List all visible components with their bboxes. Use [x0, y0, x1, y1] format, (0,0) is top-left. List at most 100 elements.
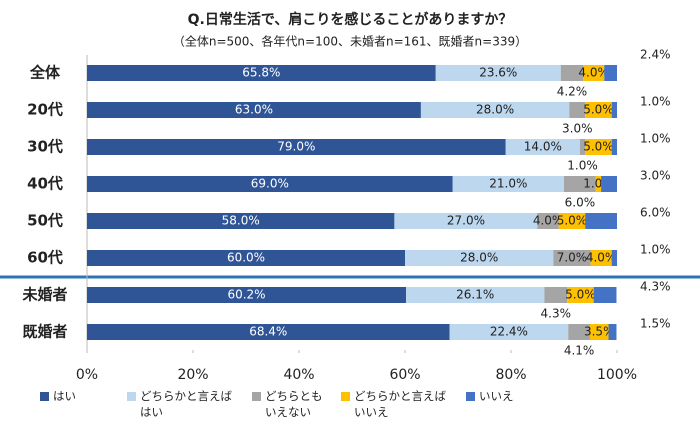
bar-segment	[405, 250, 554, 266]
category-label: 50代	[27, 212, 63, 230]
legend-label: どちらともいえない	[265, 389, 323, 419]
category-label: 未婚者	[21, 286, 67, 304]
x-tick-label: 80%	[495, 367, 526, 383]
value-label: 68.4%	[249, 325, 287, 339]
value-label: 6.0%	[640, 206, 671, 220]
bar-segment	[420, 102, 570, 118]
bar-segment	[585, 213, 617, 229]
legend-swatch	[466, 392, 475, 401]
bar-segment	[589, 324, 609, 340]
legend-label: どちらかと言えばいいえ	[354, 389, 446, 419]
legend-item: どちらかと言えばはい	[127, 388, 238, 420]
bar-segment	[87, 102, 421, 118]
bar-segment	[87, 176, 453, 192]
value-label: 60.0%	[227, 251, 265, 265]
legend-item: どちらかと言えばいいえ	[341, 388, 452, 420]
bar-segment	[87, 139, 506, 155]
bar-segment	[87, 250, 405, 266]
legend-swatch	[127, 392, 136, 401]
bar-segment	[567, 287, 594, 303]
value-label: 14.0%	[524, 140, 562, 154]
value-label: 3.0%	[640, 169, 671, 183]
bar-segment	[604, 65, 617, 81]
legend-item: いいえ	[466, 388, 559, 420]
x-tick-label: 0%	[76, 367, 98, 383]
value-label: 1.5%	[640, 317, 671, 331]
value-label: 1.0%	[640, 243, 671, 257]
bar-segment	[593, 287, 617, 303]
bar-segment	[558, 213, 586, 229]
bar-segment	[579, 139, 586, 155]
value-label: 4.1%	[564, 344, 595, 358]
bar-segment	[452, 176, 564, 192]
category-label: 20代	[27, 101, 63, 119]
category-label: 既婚者	[22, 323, 67, 341]
bar-segment	[449, 324, 569, 340]
value-label: 4.3%	[640, 280, 671, 294]
bar-segment	[560, 65, 584, 81]
category-label: 30代	[27, 138, 63, 156]
bar-segment	[601, 176, 617, 192]
legend-swatch	[252, 392, 261, 401]
bar-segment	[87, 287, 407, 303]
bar-segment	[537, 213, 559, 229]
value-label: 7.0%	[557, 251, 588, 265]
legend: はい どちらかと言えばはい どちらともいえない どちらかと言えばいいえ いいえ	[40, 388, 690, 420]
x-tick-label: 60%	[389, 367, 420, 383]
value-label: 1.0%	[640, 132, 671, 146]
bar-segment	[585, 139, 612, 155]
x-tick-label: 40%	[283, 367, 314, 383]
value-label: 4.3%	[541, 307, 572, 321]
value-label: 27.0%	[447, 214, 485, 228]
value-label: 22.4%	[490, 325, 528, 339]
value-label: 23.6%	[479, 66, 517, 80]
bar-segment	[394, 213, 538, 229]
value-label: 26.1%	[456, 288, 494, 302]
chart-title: Q.日常生活で、肩こりを感じることがありますか？	[188, 11, 513, 28]
value-label: 3.5%	[584, 325, 615, 339]
chart-subtitle: （全体n=500、各年代n=100、未婚者n=161、既婚者n=339）	[173, 34, 527, 49]
value-label: 5.0%	[583, 140, 614, 154]
bar-segment	[553, 250, 591, 266]
value-label: 79.0%	[277, 140, 315, 154]
bar-segment	[595, 176, 602, 192]
category-label: 40代	[27, 175, 63, 193]
legend-label: はい	[53, 389, 76, 403]
value-label: 4.0%	[578, 66, 609, 80]
legend-item: はい	[40, 388, 113, 420]
bar-segment	[608, 324, 617, 340]
bar-segment	[435, 65, 561, 81]
bar-segment	[585, 102, 612, 118]
bar-segment	[569, 102, 586, 118]
value-label: 1.0%	[640, 95, 671, 109]
value-label: 5.0%	[583, 103, 614, 117]
value-label: 5.0%	[557, 214, 588, 228]
category-label: 全体	[29, 64, 61, 82]
value-label: 69.0%	[251, 177, 289, 191]
value-label: 4.2%	[557, 85, 588, 99]
bar-segment	[544, 287, 568, 303]
bar-segment	[568, 324, 590, 340]
bar-segment	[87, 65, 436, 81]
bar-segment	[590, 250, 612, 266]
bar-segment	[611, 139, 617, 155]
x-tick-label: 100%	[597, 367, 637, 383]
bar-segment	[87, 324, 450, 340]
value-label: 60.2%	[227, 288, 265, 302]
value-label: 4.0%	[533, 214, 564, 228]
bar-segment	[87, 213, 395, 229]
value-label: 58.0%	[222, 214, 260, 228]
x-tick-label: 20%	[177, 367, 208, 383]
bar-segment	[583, 65, 605, 81]
value-label: 5.0%	[565, 288, 596, 302]
value-label: 63.0%	[235, 103, 273, 117]
value-label: 28.0%	[476, 103, 514, 117]
category-label: 60代	[27, 249, 63, 267]
value-label: 6.0%	[565, 196, 596, 210]
legend-swatch	[40, 392, 49, 401]
bar-segment	[505, 139, 580, 155]
bar-segment	[564, 176, 596, 192]
value-label: 65.8%	[242, 66, 280, 80]
